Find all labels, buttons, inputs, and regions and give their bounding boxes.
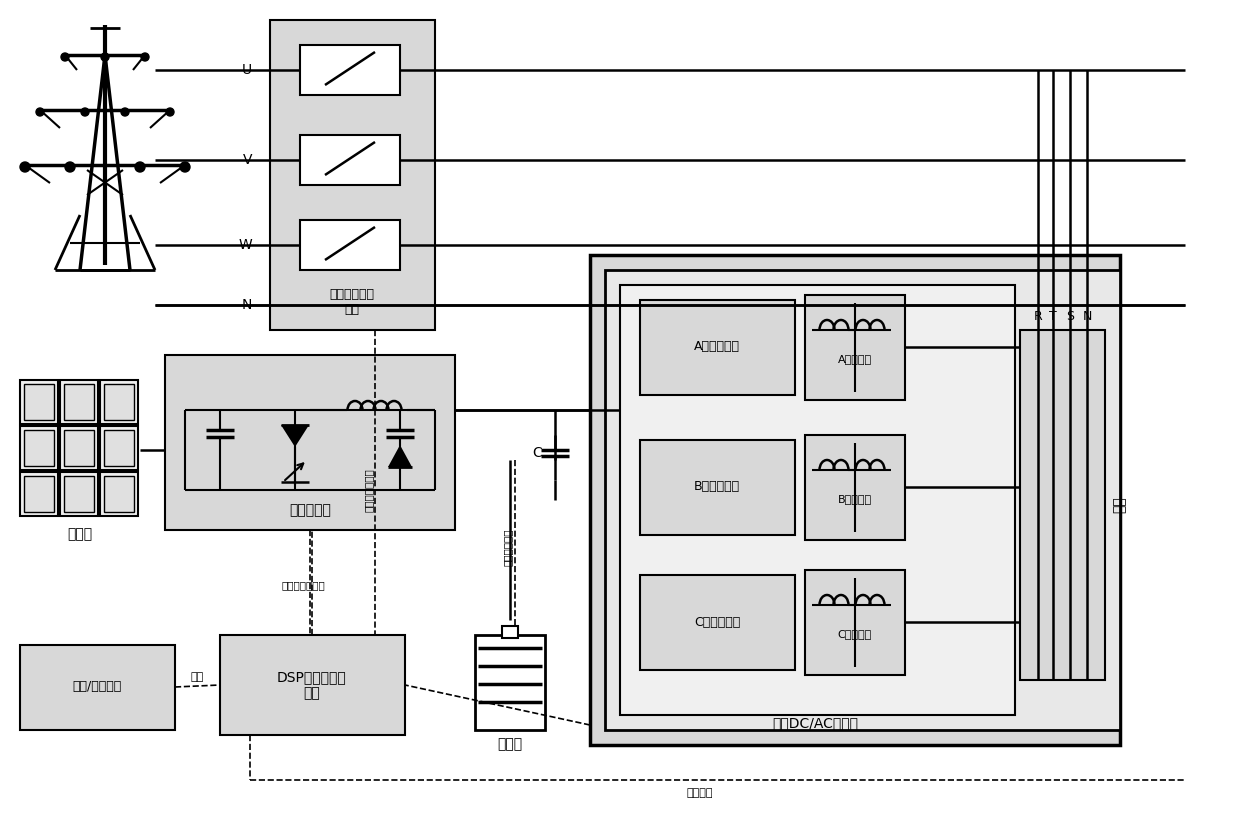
Bar <box>20 645 175 730</box>
Text: 通讯: 通讯 <box>191 672 203 682</box>
Bar <box>805 295 905 400</box>
Text: S: S <box>1066 310 1074 322</box>
Bar <box>100 426 138 470</box>
Text: N: N <box>242 298 252 312</box>
Text: 信号采样及控制: 信号采样及控制 <box>281 580 325 590</box>
Text: 光伏板: 光伏板 <box>67 527 93 541</box>
Text: 显示/对外通讯: 显示/对外通讯 <box>72 681 122 694</box>
Bar <box>24 384 55 420</box>
Bar <box>165 355 455 530</box>
Text: 直流母线采样: 直流母线采样 <box>503 529 513 566</box>
Text: 输出: 输出 <box>1112 496 1126 514</box>
Circle shape <box>141 53 149 61</box>
Bar <box>1021 330 1105 680</box>
Text: 电压采样: 电压采样 <box>687 788 713 798</box>
Text: A相功率模块: A相功率模块 <box>694 340 740 354</box>
Circle shape <box>64 162 74 172</box>
Bar <box>100 380 138 424</box>
Bar <box>104 430 134 466</box>
Bar <box>502 626 518 638</box>
Text: N: N <box>1083 310 1091 322</box>
Bar <box>640 300 795 395</box>
Polygon shape <box>281 425 309 447</box>
Text: C相功率模块: C相功率模块 <box>694 615 740 629</box>
Text: DSP数字处理器
模块: DSP数字处理器 模块 <box>277 670 347 700</box>
Text: T: T <box>1049 310 1056 322</box>
Text: 三相DC/AC变捯器: 三相DC/AC变捯器 <box>773 716 858 730</box>
Text: V: V <box>243 153 252 167</box>
Text: R: R <box>1034 310 1043 322</box>
Bar <box>60 472 98 516</box>
Text: 光伏控制器: 光伏控制器 <box>289 503 331 517</box>
Bar <box>20 472 58 516</box>
Text: 蓄电池: 蓄电池 <box>497 737 522 751</box>
Circle shape <box>180 162 190 172</box>
Bar <box>64 430 94 466</box>
Circle shape <box>20 162 30 172</box>
Bar <box>300 135 401 185</box>
Circle shape <box>100 53 109 61</box>
Text: 三相市电旁路
模块: 三相市电旁路 模块 <box>330 288 374 316</box>
Text: B相功率模块: B相功率模块 <box>694 481 740 493</box>
Circle shape <box>135 162 145 172</box>
Bar <box>100 472 138 516</box>
Bar <box>300 220 401 270</box>
Bar <box>24 476 55 512</box>
Bar <box>104 476 134 512</box>
Polygon shape <box>388 445 412 467</box>
Text: C: C <box>532 446 542 460</box>
Text: U: U <box>242 63 252 77</box>
Bar <box>605 270 1120 730</box>
Bar <box>24 430 55 466</box>
Bar <box>60 426 98 470</box>
Bar <box>219 635 405 735</box>
Text: B相变压器: B相变压器 <box>838 494 872 504</box>
Bar <box>590 255 1120 745</box>
Bar <box>805 570 905 675</box>
Circle shape <box>122 108 129 116</box>
Bar <box>64 476 94 512</box>
Bar <box>620 285 1016 715</box>
Bar <box>270 20 435 330</box>
Text: 市电采样及控制: 市电采样及控制 <box>365 468 374 512</box>
Circle shape <box>61 53 69 61</box>
Bar <box>20 380 58 424</box>
Bar <box>20 426 58 470</box>
Text: W: W <box>238 238 252 252</box>
Bar <box>805 435 905 540</box>
Text: A相变压器: A相变压器 <box>838 354 872 364</box>
Text: C相变压器: C相变压器 <box>838 629 872 639</box>
Bar <box>300 45 401 95</box>
Bar <box>640 440 795 535</box>
Bar <box>64 384 94 420</box>
Bar <box>640 575 795 670</box>
Bar <box>475 635 546 730</box>
Bar <box>104 384 134 420</box>
Bar <box>60 380 98 424</box>
Circle shape <box>81 108 89 116</box>
Circle shape <box>166 108 174 116</box>
Circle shape <box>36 108 43 116</box>
